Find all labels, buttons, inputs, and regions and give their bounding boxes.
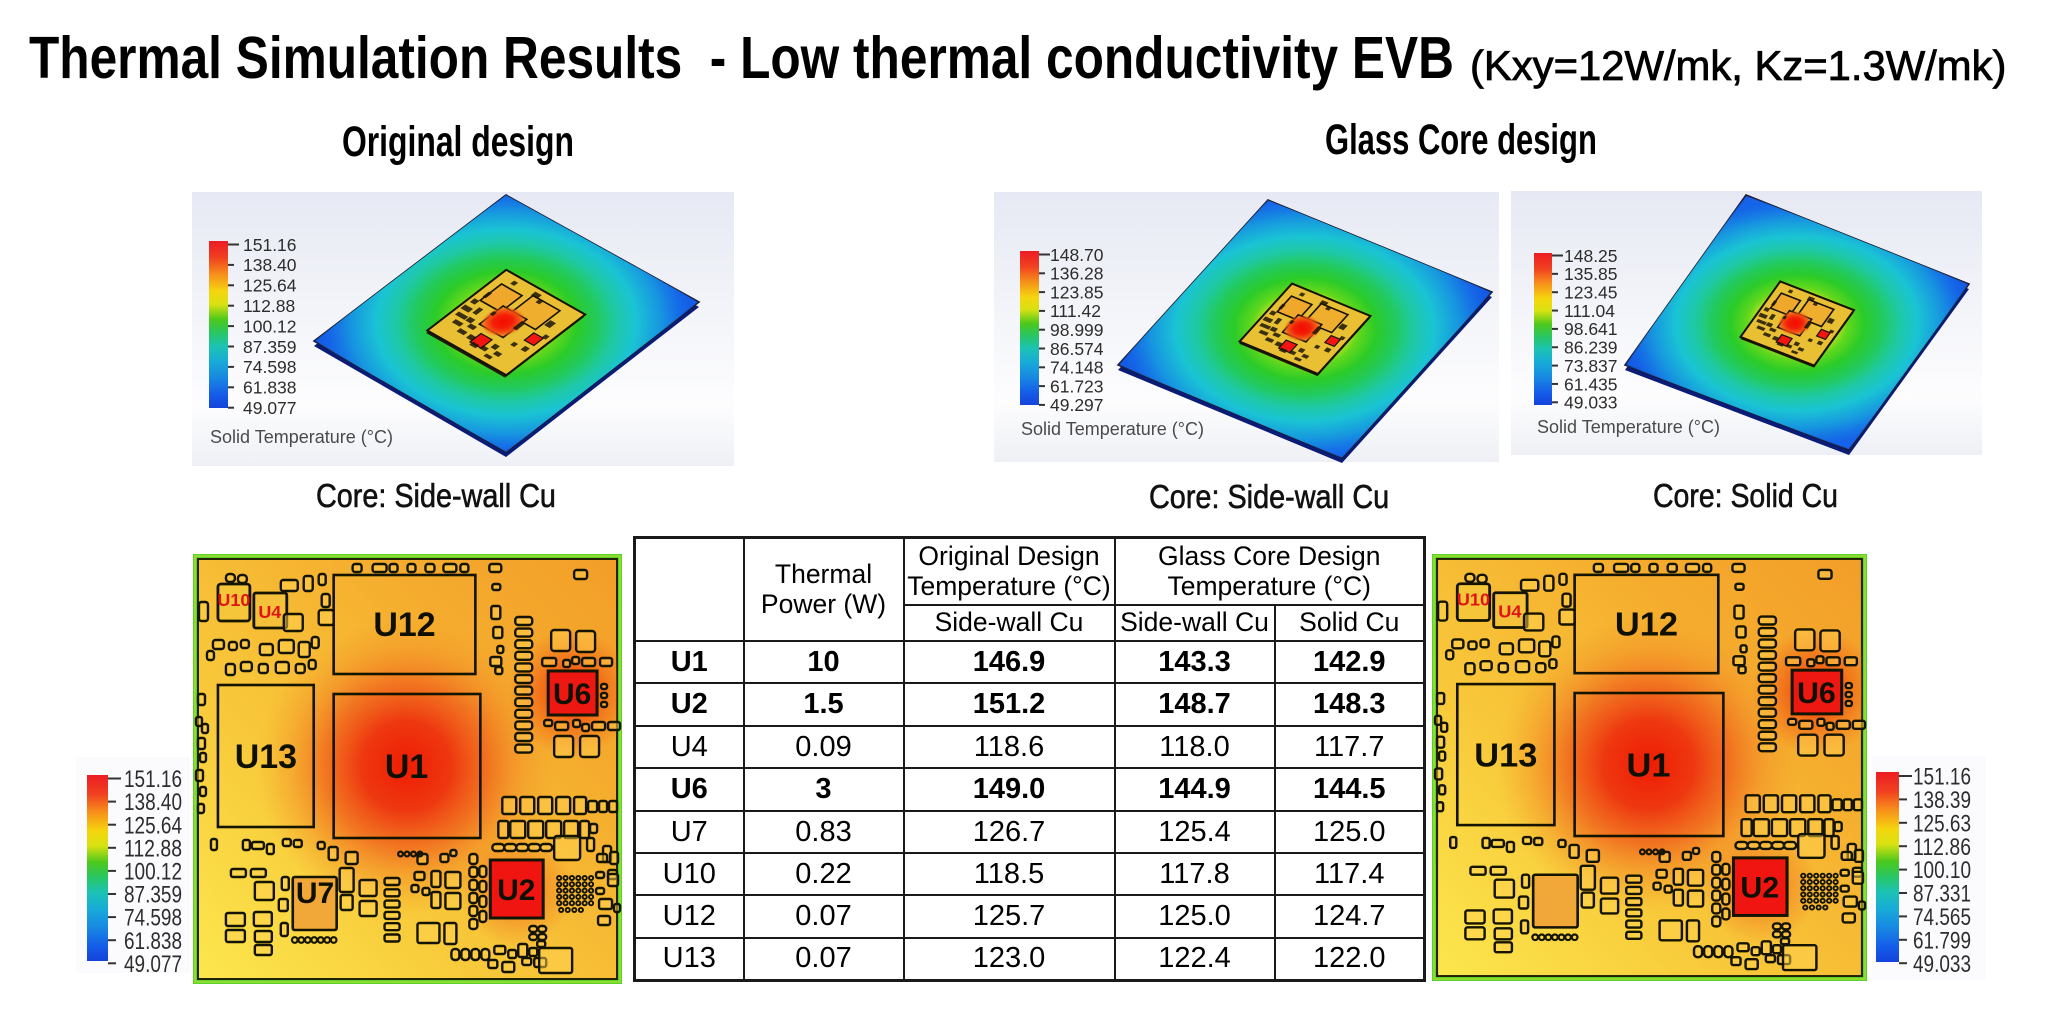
svg-text:49.077: 49.077 — [243, 398, 297, 418]
svg-text:100.12: 100.12 — [124, 859, 182, 886]
svg-text:125.64: 125.64 — [124, 812, 182, 839]
svg-text:86.574: 86.574 — [1050, 339, 1104, 359]
svg-text:148.25: 148.25 — [1564, 246, 1618, 266]
svg-text:100.10: 100.10 — [1913, 857, 1971, 884]
svg-text:61.838: 61.838 — [243, 378, 297, 398]
svg-text:87.359: 87.359 — [124, 882, 182, 909]
svg-text:112.86: 112.86 — [1913, 834, 1971, 861]
svg-text:151.16: 151.16 — [124, 766, 182, 793]
svg-text:138.39: 138.39 — [1913, 787, 1971, 814]
svg-text:136.28: 136.28 — [1050, 264, 1104, 284]
svg-text:61.838: 61.838 — [124, 928, 182, 955]
svg-text:151.16: 151.16 — [1913, 764, 1971, 791]
svg-text:98.641: 98.641 — [1564, 319, 1618, 339]
svg-text:138.40: 138.40 — [124, 789, 182, 816]
svg-text:74.148: 74.148 — [1050, 358, 1104, 378]
svg-text:61.723: 61.723 — [1050, 376, 1104, 396]
svg-text:61.799: 61.799 — [1913, 927, 1971, 954]
svg-text:74.565: 74.565 — [1913, 904, 1971, 931]
svg-text:Solid Temperature (°C): Solid Temperature (°C) — [210, 427, 393, 447]
svg-text:74.598: 74.598 — [124, 905, 182, 932]
svg-text:87.359: 87.359 — [243, 337, 297, 357]
svg-text:125.64: 125.64 — [243, 276, 297, 296]
svg-text:138.40: 138.40 — [243, 255, 297, 275]
svg-text:86.239: 86.239 — [1564, 338, 1618, 358]
svg-text:U7: U7 — [296, 877, 334, 910]
svg-text:125.63: 125.63 — [1913, 810, 1971, 837]
svg-text:111.04: 111.04 — [1564, 301, 1615, 321]
svg-text:111.42: 111.42 — [1050, 301, 1101, 321]
svg-text:112.88: 112.88 — [243, 296, 295, 316]
svg-text:100.12: 100.12 — [243, 316, 297, 336]
svg-text:123.85: 123.85 — [1050, 282, 1104, 302]
svg-text:87.331: 87.331 — [1913, 881, 1971, 908]
svg-text:135.85: 135.85 — [1564, 264, 1618, 284]
svg-text:148.70: 148.70 — [1050, 245, 1104, 265]
svg-text:49.033: 49.033 — [1913, 951, 1971, 978]
svg-text:Solid Temperature (°C): Solid Temperature (°C) — [1021, 419, 1204, 439]
svg-text:73.837: 73.837 — [1564, 356, 1618, 376]
svg-text:112.88: 112.88 — [124, 835, 182, 862]
svg-text:49.033: 49.033 — [1564, 393, 1618, 413]
svg-text:Solid Temperature (°C): Solid Temperature (°C) — [1537, 417, 1720, 437]
svg-text:49.077: 49.077 — [124, 951, 182, 978]
svg-text:49.297: 49.297 — [1050, 395, 1104, 415]
svg-text:61.435: 61.435 — [1564, 374, 1618, 394]
svg-text:151.16: 151.16 — [243, 235, 297, 255]
svg-text:123.45: 123.45 — [1564, 283, 1618, 303]
svg-text:74.598: 74.598 — [243, 357, 297, 377]
svg-text:98.999: 98.999 — [1050, 320, 1104, 340]
